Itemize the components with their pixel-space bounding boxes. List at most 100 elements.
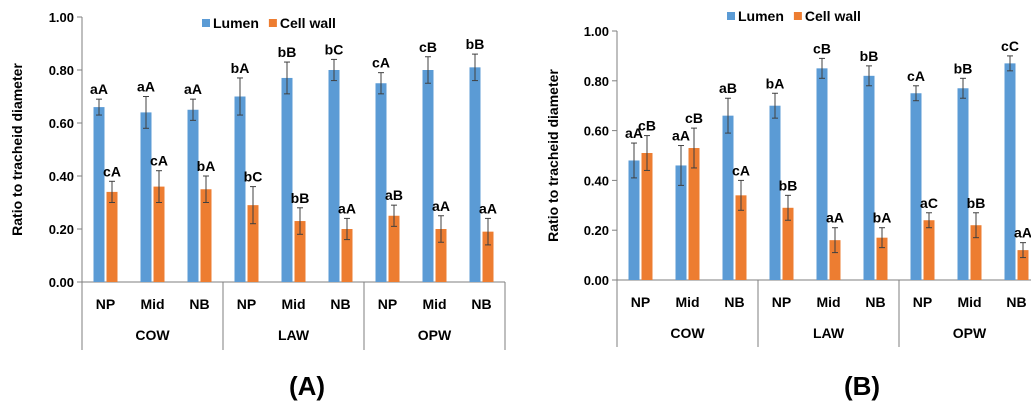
data-label: bB	[779, 177, 798, 193]
bar-cell-wall	[923, 220, 935, 280]
bar-cell-wall	[482, 231, 494, 282]
bar-lumen	[910, 93, 922, 280]
bar-lumen	[957, 88, 969, 281]
bar-cell-wall	[970, 225, 982, 280]
legend-swatch-cell-wall	[268, 19, 277, 27]
category-label: Mid	[140, 296, 164, 312]
y-tick-label: 0.20	[49, 222, 74, 237]
panel-label: (B)	[844, 371, 880, 401]
data-label: aA	[90, 81, 108, 97]
data-label: aA	[1014, 225, 1031, 241]
bar-cell-wall	[106, 191, 118, 282]
bar-lumen	[328, 70, 340, 282]
group-label: OPW	[953, 325, 987, 341]
y-tick-label: 0.40	[49, 169, 74, 184]
data-label: aA	[137, 79, 155, 95]
bar-lumen	[863, 75, 875, 280]
y-tick-label: 0.60	[49, 116, 74, 131]
legend-label-lumen: Lumen	[213, 15, 259, 31]
category-label: NP	[631, 294, 650, 310]
data-label: bB	[466, 36, 485, 52]
category-label: NB	[724, 294, 744, 310]
category-label: NB	[330, 296, 350, 312]
bar-cell-wall	[829, 240, 841, 280]
category-label: Mid	[422, 296, 446, 312]
legend-label-cell-wall: Cell wall	[280, 15, 336, 31]
data-label: bA	[197, 158, 216, 174]
bar-lumen	[675, 165, 687, 280]
data-label: cA	[103, 163, 121, 179]
y-tick-label: 0.00	[49, 275, 74, 290]
group-label: COW	[670, 325, 705, 341]
data-label: aB	[385, 187, 403, 203]
y-tick-label: 0.40	[584, 173, 609, 188]
data-label: bC	[325, 41, 344, 57]
bar-cell-wall	[782, 207, 794, 280]
y-tick-label: 0.80	[49, 63, 74, 78]
bar-lumen	[628, 160, 640, 280]
category-label: NP	[96, 296, 115, 312]
data-label: aA	[432, 198, 450, 214]
category-label: NB	[1006, 294, 1026, 310]
data-label: bB	[954, 60, 973, 76]
group-label: COW	[135, 327, 170, 343]
data-label: aB	[719, 80, 737, 96]
bar-lumen	[722, 115, 734, 280]
group-label: OPW	[418, 327, 452, 343]
bar-lumen	[187, 109, 199, 282]
bar-lumen	[422, 70, 434, 282]
category-label: NP	[913, 294, 932, 310]
group-label: LAW	[813, 325, 845, 341]
legend-label-cell-wall: Cell wall	[805, 8, 861, 24]
y-axis-title: Ratio to tracheid diameter	[545, 69, 561, 242]
y-tick-label: 0.60	[584, 124, 609, 139]
data-label: bA	[766, 75, 785, 91]
legend-swatch-lumen	[727, 12, 735, 20]
data-label: bC	[244, 169, 263, 185]
data-label: cB	[638, 118, 656, 134]
data-label: aC	[920, 195, 938, 211]
data-label: aA	[479, 200, 497, 216]
category-label: NB	[189, 296, 209, 312]
y-tick-label: 0.80	[584, 74, 609, 89]
bar-lumen	[469, 67, 481, 282]
bar-lumen	[140, 112, 152, 283]
bar-cell-wall	[688, 148, 700, 280]
category-label: NB	[865, 294, 885, 310]
y-tick-label: 0.00	[584, 273, 609, 288]
bar-cell-wall	[200, 189, 212, 282]
data-label: cB	[813, 40, 831, 56]
legend-label-lumen: Lumen	[738, 8, 784, 24]
category-label: Mid	[281, 296, 305, 312]
bar-cell-wall	[341, 229, 353, 282]
data-label: cB	[419, 39, 437, 55]
bar-cell-wall	[1017, 250, 1029, 280]
data-label: aA	[625, 125, 643, 141]
bar-lumen	[93, 107, 105, 282]
data-label: cA	[372, 55, 390, 71]
data-label: cA	[732, 162, 750, 178]
category-label: Mid	[816, 294, 840, 310]
chart-panel-a: 0.00 0.20 0.40 0.60 0.80 1.00 COW LAW OPW NP Mid NB…	[9, 10, 506, 401]
bar-lumen	[234, 96, 246, 282]
bar-cell-wall	[153, 186, 165, 282]
data-label: bA	[231, 60, 250, 76]
bar-cell-wall	[247, 205, 259, 282]
data-label: bB	[860, 48, 879, 64]
bar-lumen	[281, 77, 293, 282]
category-label: Mid	[957, 294, 981, 310]
data-label: cA	[150, 153, 168, 169]
legend-swatch-lumen	[202, 19, 210, 27]
bar-lumen	[816, 68, 828, 280]
category-label: NP	[378, 296, 397, 312]
category-label: NP	[772, 294, 791, 310]
legend-swatch-cell-wall	[793, 12, 802, 20]
data-label: bB	[278, 44, 297, 60]
y-tick-label: 1.00	[584, 24, 609, 39]
bar-cell-wall	[294, 221, 306, 282]
category-label: NB	[471, 296, 491, 312]
bar-lumen	[1004, 63, 1016, 281]
bar-cell-wall	[435, 229, 447, 282]
data-label: bB	[291, 190, 310, 206]
